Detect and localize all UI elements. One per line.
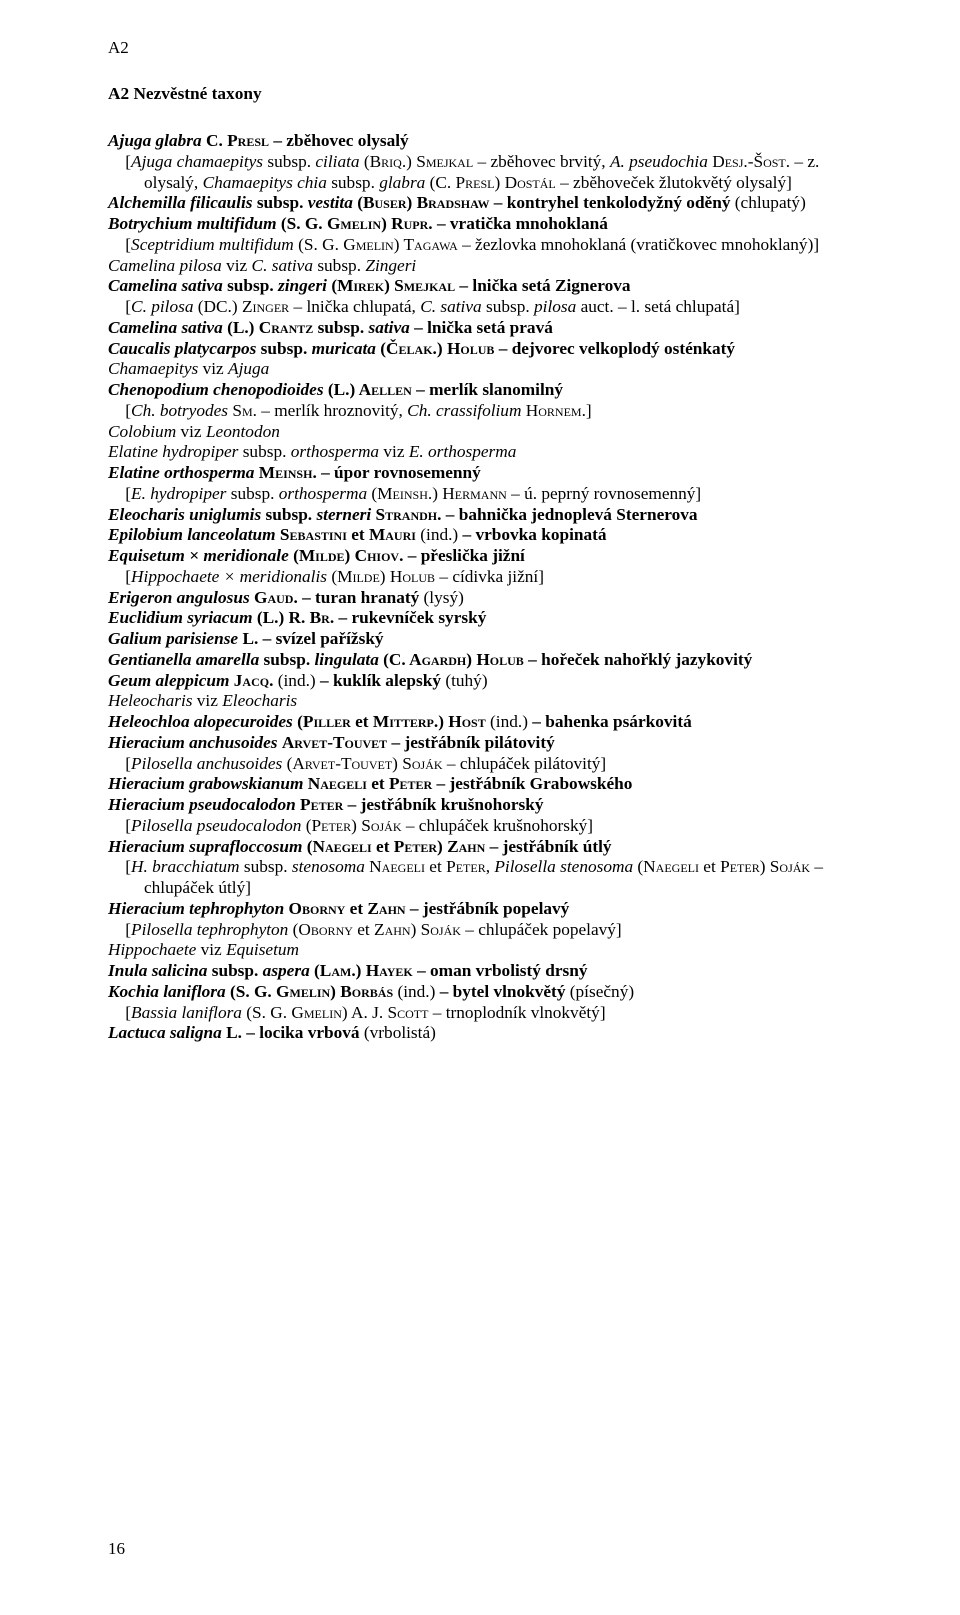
taxon-entry: [Sceptridium multifidum (S. G. Gmelin) T… — [108, 235, 875, 256]
taxon-entry: Galium parisiense L. – svízel pařížský — [108, 629, 875, 650]
taxon-entry: Alchemilla filicaulis subsp. vestita (Bu… — [108, 193, 875, 214]
taxon-entry: Elatine orthosperma Meinsh. – úpor rovno… — [108, 463, 875, 484]
taxon-entry: Hieracium grabowskianum Naegeli et Peter… — [108, 774, 875, 795]
taxon-entry: Heleochloa alopecuroides (Piller et Mitt… — [108, 712, 875, 733]
taxon-entry: Ajuga glabra C. Presl – zběhovec olysalý — [108, 131, 875, 152]
document-page: A2 A2 Nezvěstné taxony Ajuga glabra C. P… — [0, 0, 960, 1615]
taxon-entry: Epilobium lanceolatum Sebastini et Mauri… — [108, 525, 875, 546]
taxon-entry: [Pilosella pseudocalodon (Peter) Soják –… — [108, 816, 875, 837]
taxon-entry: Camelina sativa (L.) Crantz subsp. sativ… — [108, 318, 875, 339]
taxon-entries: Ajuga glabra C. Presl – zběhovec olysalý… — [108, 131, 875, 1044]
taxon-entry: Caucalis platycarpos subsp. muricata (Če… — [108, 339, 875, 360]
taxon-entry: [H. bracchiatum subsp. stenosoma Naegeli… — [108, 857, 875, 899]
taxon-entry: Geum aleppicum Jacq. (ind.) – kuklík ale… — [108, 671, 875, 692]
taxon-entry: Botrychium multifidum (S. G. Gmelin) Rup… — [108, 214, 875, 235]
taxon-entry: Hieracium suprafloccosum (Naegeli et Pet… — [108, 837, 875, 858]
taxon-entry: [Bassia laniflora (S. G. Gmelin) A. J. S… — [108, 1003, 875, 1024]
taxon-entry: Hieracium pseudocalodon Peter – jestřábn… — [108, 795, 875, 816]
taxon-entry: Erigeron angulosus Gaud. – turan hranatý… — [108, 588, 875, 609]
taxon-entry: Camelina sativa subsp. zingeri (Mirek) S… — [108, 276, 875, 297]
taxon-entry: Kochia laniflora (S. G. Gmelin) Borbás (… — [108, 982, 875, 1003]
taxon-entry: Lactuca saligna L. – locika vrbová (vrbo… — [108, 1023, 875, 1044]
taxon-entry: Chenopodium chenopodioides (L.) Aellen –… — [108, 380, 875, 401]
taxon-entry: [Ajuga chamaepitys subsp. ciliata (Briq.… — [108, 152, 875, 194]
taxon-entry: Eleocharis uniglumis subsp. sterneri Str… — [108, 505, 875, 526]
section-title: A2 Nezvěstné taxony — [108, 84, 875, 105]
taxon-entry: [Pilosella tephrophyton (Oborny et Zahn)… — [108, 920, 875, 941]
taxon-entry: Euclidium syriacum (L.) R. Br. – rukevní… — [108, 608, 875, 629]
taxon-entry: Camelina pilosa viz C. sativa subsp. Zin… — [108, 256, 875, 277]
taxon-entry: Gentianella amarella subsp. lingulata (C… — [108, 650, 875, 671]
taxon-entry: [Pilosella anchusoides (Arvet-Touvet) So… — [108, 754, 875, 775]
page-number: 16 — [108, 1539, 125, 1559]
taxon-entry: Colobium viz Leontodon — [108, 422, 875, 443]
taxon-entry: Chamaepitys viz Ajuga — [108, 359, 875, 380]
taxon-entry: [E. hydropiper subsp. orthosperma (Meins… — [108, 484, 875, 505]
page-header: A2 — [108, 38, 875, 58]
taxon-entry: Inula salicina subsp. aspera (Lam.) Haye… — [108, 961, 875, 982]
taxon-entry: [C. pilosa (DC.) Zinger – lnička chlupat… — [108, 297, 875, 318]
taxon-entry: Equisetum × meridionale (Milde) Chiov. –… — [108, 546, 875, 567]
taxon-entry: Elatine hydropiper subsp. orthosperma vi… — [108, 442, 875, 463]
taxon-entry: Hieracium anchusoides Arvet-Touvet – jes… — [108, 733, 875, 754]
taxon-entry: Heleocharis viz Eleocharis — [108, 691, 875, 712]
taxon-entry: [Hippochaete × meridionalis (Milde) Holu… — [108, 567, 875, 588]
taxon-entry: Hieracium tephrophyton Oborny et Zahn – … — [108, 899, 875, 920]
taxon-entry: Hippochaete viz Equisetum — [108, 940, 875, 961]
taxon-entry: [Ch. botryodes Sm. – merlík hroznovitý, … — [108, 401, 875, 422]
